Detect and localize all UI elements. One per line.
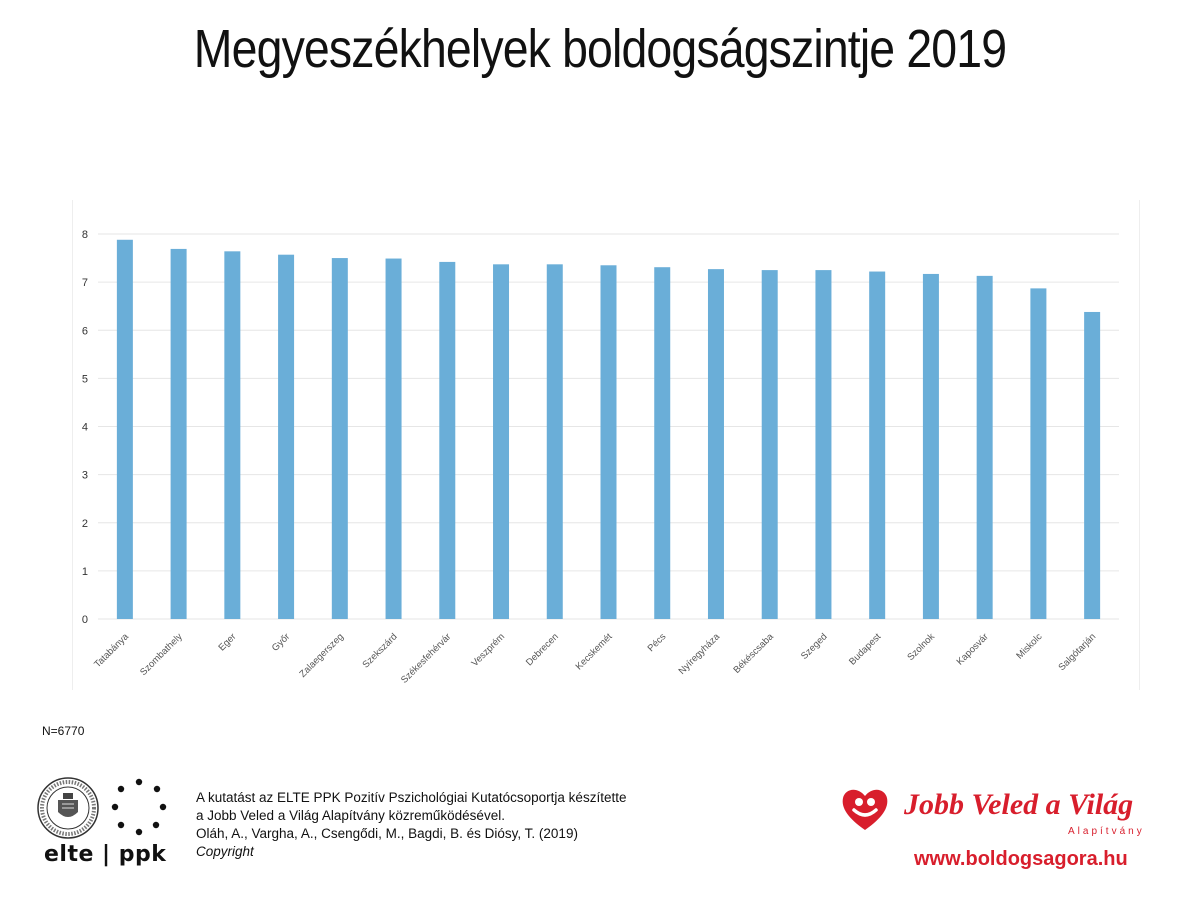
bar-győr[interactable] bbox=[278, 254, 295, 619]
x-tick-label: Budapest bbox=[847, 631, 883, 667]
bar-eger[interactable] bbox=[224, 251, 241, 619]
y-tick-label: 1 bbox=[82, 566, 88, 578]
x-tick-label: Székesfehérvár bbox=[399, 631, 453, 685]
bar-veszprém[interactable] bbox=[493, 264, 510, 619]
credit-line: Oláh, A., Vargha, A., Csengődi, M., Bagd… bbox=[196, 826, 578, 841]
x-tick-label: Miskolc bbox=[1014, 631, 1044, 661]
x-tick-label: Debrecen bbox=[524, 631, 561, 668]
bar-salgótarján[interactable] bbox=[1084, 311, 1101, 619]
bar-szombathely[interactable] bbox=[170, 248, 187, 619]
y-tick-label: 7 bbox=[82, 277, 88, 289]
y-tick-label: 5 bbox=[82, 373, 88, 385]
brand-name: Jobb Veled a Világ bbox=[904, 788, 1134, 821]
y-tick-label: 0 bbox=[82, 614, 88, 626]
elte-seal-logo bbox=[37, 777, 99, 839]
y-tick-label: 8 bbox=[82, 229, 88, 241]
x-tick-label: Győr bbox=[270, 631, 292, 653]
x-tick-label: Szolnok bbox=[905, 631, 937, 663]
bar-pécs[interactable] bbox=[654, 267, 671, 619]
bar-szekszárd[interactable] bbox=[385, 258, 402, 619]
heart-logo-icon bbox=[842, 789, 888, 830]
bar-székesfehérvár[interactable] bbox=[439, 261, 456, 619]
elte-ppk-dots-logo bbox=[111, 778, 167, 836]
x-tick-label: Nyíregyháza bbox=[677, 631, 723, 677]
copyright-label: Copyright bbox=[196, 844, 254, 859]
elte-ppk-logo-text: elte | ppk bbox=[44, 842, 167, 867]
x-tick-label: Békéscsaba bbox=[731, 631, 776, 676]
bar-nyíregyháza[interactable] bbox=[707, 269, 724, 619]
x-tick-label: Pécs bbox=[646, 631, 669, 654]
y-tick-label: 3 bbox=[82, 470, 88, 482]
bar-tatabánya[interactable] bbox=[116, 239, 133, 619]
bar-budapest[interactable] bbox=[869, 271, 886, 619]
y-tick-label: 2 bbox=[82, 518, 88, 530]
bar-békéscsaba[interactable] bbox=[761, 270, 778, 619]
chart-area: 0 1 2 3 4 5 6 7 8 Tatabánya Szombathely Eger Győr Zal… bbox=[72, 200, 1140, 690]
x-tick-label: Tatabánya bbox=[92, 631, 131, 670]
chart-title: Megyeszékhelyek boldogságszintje 2019 bbox=[193, 19, 1007, 79]
bar-debrecen[interactable] bbox=[546, 264, 563, 619]
x-tick-label: Kaposvár bbox=[955, 631, 991, 667]
bar-kaposvár[interactable] bbox=[976, 275, 993, 619]
x-tick-label: Zalaegerszeg bbox=[297, 631, 345, 679]
x-tick-label: Szombathely bbox=[138, 631, 185, 678]
credit-line: A kutatást az ELTE PPK Pozitív Pszicholó… bbox=[196, 790, 627, 805]
research-credits: A kutatást az ELTE PPK Pozitív Pszicholó… bbox=[196, 789, 626, 861]
sample-size-note: N=6770 bbox=[42, 724, 85, 738]
credit-line: a Jobb Veled a Világ Alapítvány közreműk… bbox=[196, 808, 505, 823]
bar-kecskemét[interactable] bbox=[600, 265, 617, 619]
x-tick-label: Kecskemét bbox=[574, 631, 615, 672]
x-tick-label: Veszprém bbox=[469, 631, 507, 669]
bar-zalaegerszeg[interactable] bbox=[331, 258, 348, 619]
website-url[interactable]: www.boldogsagora.hu bbox=[914, 848, 1128, 870]
x-tick-label: Salgótarján bbox=[1056, 631, 1098, 673]
bar-miskolc[interactable] bbox=[1030, 288, 1047, 619]
bar-szolnok[interactable] bbox=[922, 273, 939, 619]
brand-subtitle: Alapítvány bbox=[1068, 826, 1145, 837]
bar-chart: 0 1 2 3 4 5 6 7 8 Tatabánya Szombathely Eger Győr Zal… bbox=[82, 229, 1119, 686]
x-tick-label: Szeged bbox=[799, 631, 830, 662]
x-tick-label: Szekszárd bbox=[361, 631, 400, 670]
x-tick-label: Eger bbox=[216, 631, 238, 653]
y-tick-label: 4 bbox=[82, 422, 88, 434]
y-tick-label: 6 bbox=[82, 325, 88, 337]
bar-szeged[interactable] bbox=[815, 270, 832, 619]
